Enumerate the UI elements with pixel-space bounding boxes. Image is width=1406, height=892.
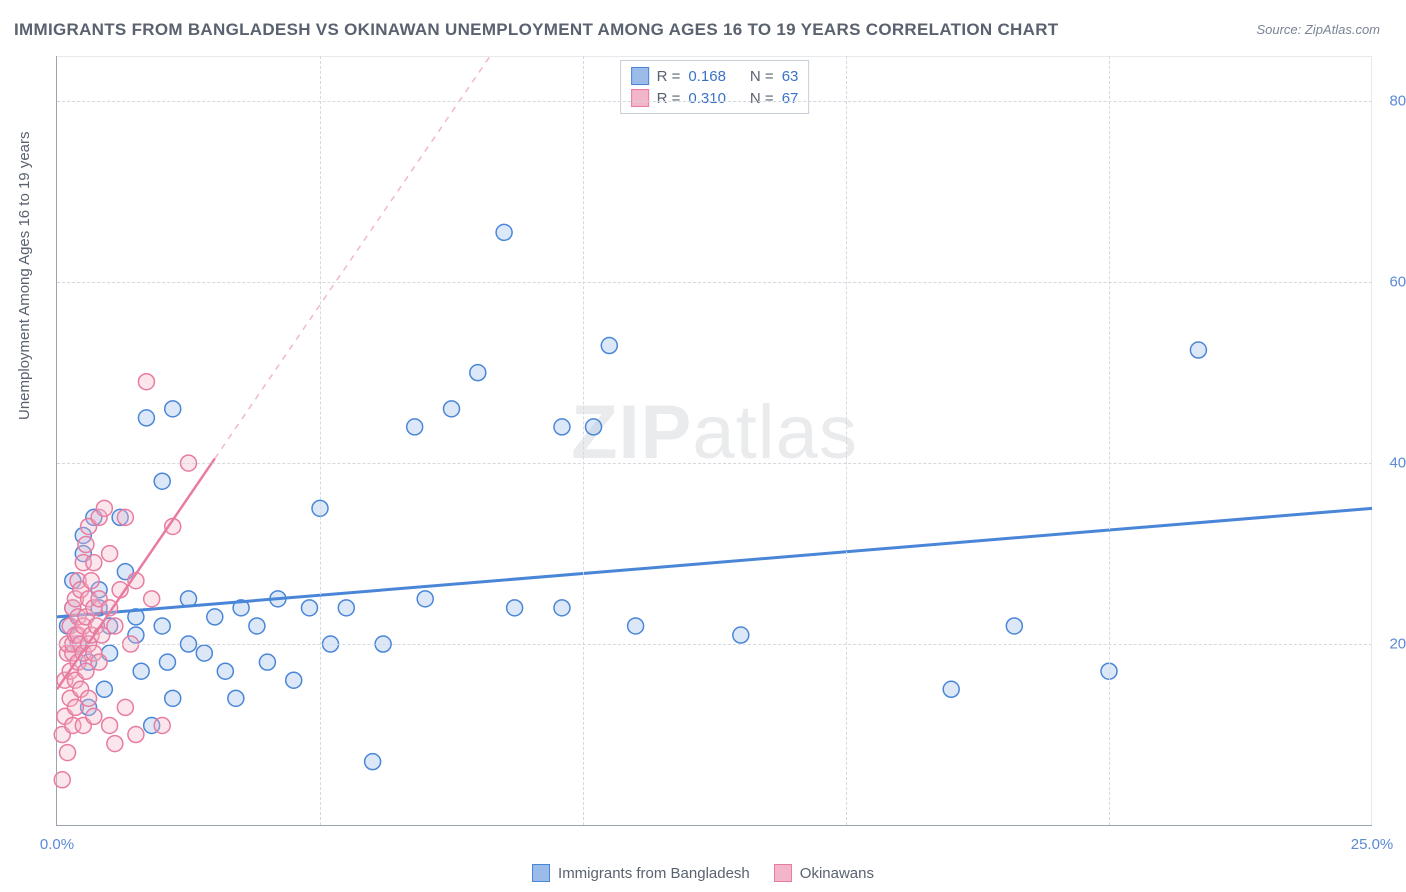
gridline-vertical — [583, 56, 584, 825]
legend-n-label: N = — [750, 90, 774, 107]
gridline-horizontal — [57, 282, 1372, 283]
scatter-point — [286, 672, 302, 688]
scatter-point — [138, 374, 154, 390]
scatter-point — [81, 690, 97, 706]
legend-correlation-row: R = 0.168 N = 63 — [631, 65, 799, 87]
chart-svg — [57, 56, 1372, 825]
scatter-point — [554, 419, 570, 435]
scatter-point — [301, 600, 317, 616]
scatter-point — [407, 419, 423, 435]
y-axis-label: Unemployment Among Ages 16 to 19 years — [16, 131, 33, 420]
scatter-point — [586, 419, 602, 435]
scatter-point — [117, 699, 133, 715]
scatter-point — [144, 591, 160, 607]
scatter-point — [154, 717, 170, 733]
scatter-point — [91, 654, 107, 670]
scatter-point — [154, 473, 170, 489]
legend-r-label: R = — [657, 68, 681, 85]
legend-n-value: 63 — [782, 68, 799, 85]
scatter-point — [217, 663, 233, 679]
gridline-vertical — [846, 56, 847, 825]
scatter-point — [154, 618, 170, 634]
scatter-point — [159, 654, 175, 670]
scatter-point — [128, 727, 144, 743]
scatter-point — [601, 338, 617, 354]
scatter-point — [96, 500, 112, 516]
scatter-point — [207, 609, 223, 625]
gridline-vertical — [1109, 56, 1110, 825]
scatter-point — [165, 401, 181, 417]
gridline-horizontal — [57, 101, 1372, 102]
scatter-point — [196, 645, 212, 661]
legend-r-value: 0.310 — [688, 90, 726, 107]
legend-swatch — [631, 67, 649, 85]
scatter-point — [117, 509, 133, 525]
scatter-point — [338, 600, 354, 616]
legend-series-label: Immigrants from Bangladesh — [558, 865, 750, 882]
legend-n-label: N = — [750, 68, 774, 85]
scatter-point — [107, 618, 123, 634]
scatter-point — [60, 745, 76, 761]
scatter-point — [1006, 618, 1022, 634]
scatter-point — [628, 618, 644, 634]
legend-series: Immigrants from Bangladesh Okinawans — [532, 864, 874, 882]
trend-line — [57, 508, 1372, 617]
legend-r-label: R = — [657, 90, 681, 107]
scatter-point — [133, 663, 149, 679]
scatter-point — [470, 365, 486, 381]
scatter-point — [249, 618, 265, 634]
scatter-point — [554, 600, 570, 616]
scatter-point — [83, 573, 99, 589]
scatter-point — [507, 600, 523, 616]
scatter-point — [107, 736, 123, 752]
legend-correlation-row: R = 0.310 N = 67 — [631, 87, 799, 109]
scatter-point — [417, 591, 433, 607]
legend-series-item: Okinawans — [774, 864, 874, 882]
legend-n-value: 67 — [782, 90, 799, 107]
legend-series-label: Okinawans — [800, 865, 874, 882]
scatter-point — [496, 224, 512, 240]
scatter-point — [259, 654, 275, 670]
scatter-point — [444, 401, 460, 417]
legend-r-value: 0.168 — [688, 68, 726, 85]
legend-swatch — [774, 864, 792, 882]
y-tick-label: 40.0% — [1377, 455, 1406, 472]
gridline-vertical — [320, 56, 321, 825]
scatter-point — [86, 708, 102, 724]
scatter-point — [54, 772, 70, 788]
scatter-point — [943, 681, 959, 697]
gridline-horizontal — [57, 644, 1372, 645]
scatter-point — [165, 690, 181, 706]
legend-series-item: Immigrants from Bangladesh — [532, 864, 750, 882]
legend-correlation-box: R = 0.168 N = 63 R = 0.310 N = 67 — [620, 60, 810, 114]
gridline-horizontal — [57, 463, 1372, 464]
scatter-point — [1190, 342, 1206, 358]
legend-swatch — [631, 89, 649, 107]
x-tick-label: 25.0% — [1351, 836, 1394, 853]
chart-title: IMMIGRANTS FROM BANGLADESH VS OKINAWAN U… — [14, 20, 1058, 40]
scatter-point — [365, 754, 381, 770]
scatter-point — [228, 690, 244, 706]
scatter-point — [102, 717, 118, 733]
y-tick-label: 80.0% — [1377, 93, 1406, 110]
legend-swatch — [532, 864, 550, 882]
source-attribution: Source: ZipAtlas.com — [1256, 22, 1380, 37]
scatter-point — [138, 410, 154, 426]
trend-line-dashed — [215, 56, 490, 459]
scatter-point — [96, 681, 112, 697]
y-tick-label: 60.0% — [1377, 274, 1406, 291]
scatter-point — [86, 555, 102, 571]
scatter-point — [78, 537, 94, 553]
y-tick-label: 20.0% — [1377, 636, 1406, 653]
scatter-point — [102, 546, 118, 562]
x-tick-label: 0.0% — [40, 836, 74, 853]
scatter-plot-area: ZIPatlas R =0.168N =63R =0.310N =67 20.0… — [56, 56, 1372, 826]
scatter-point — [733, 627, 749, 643]
